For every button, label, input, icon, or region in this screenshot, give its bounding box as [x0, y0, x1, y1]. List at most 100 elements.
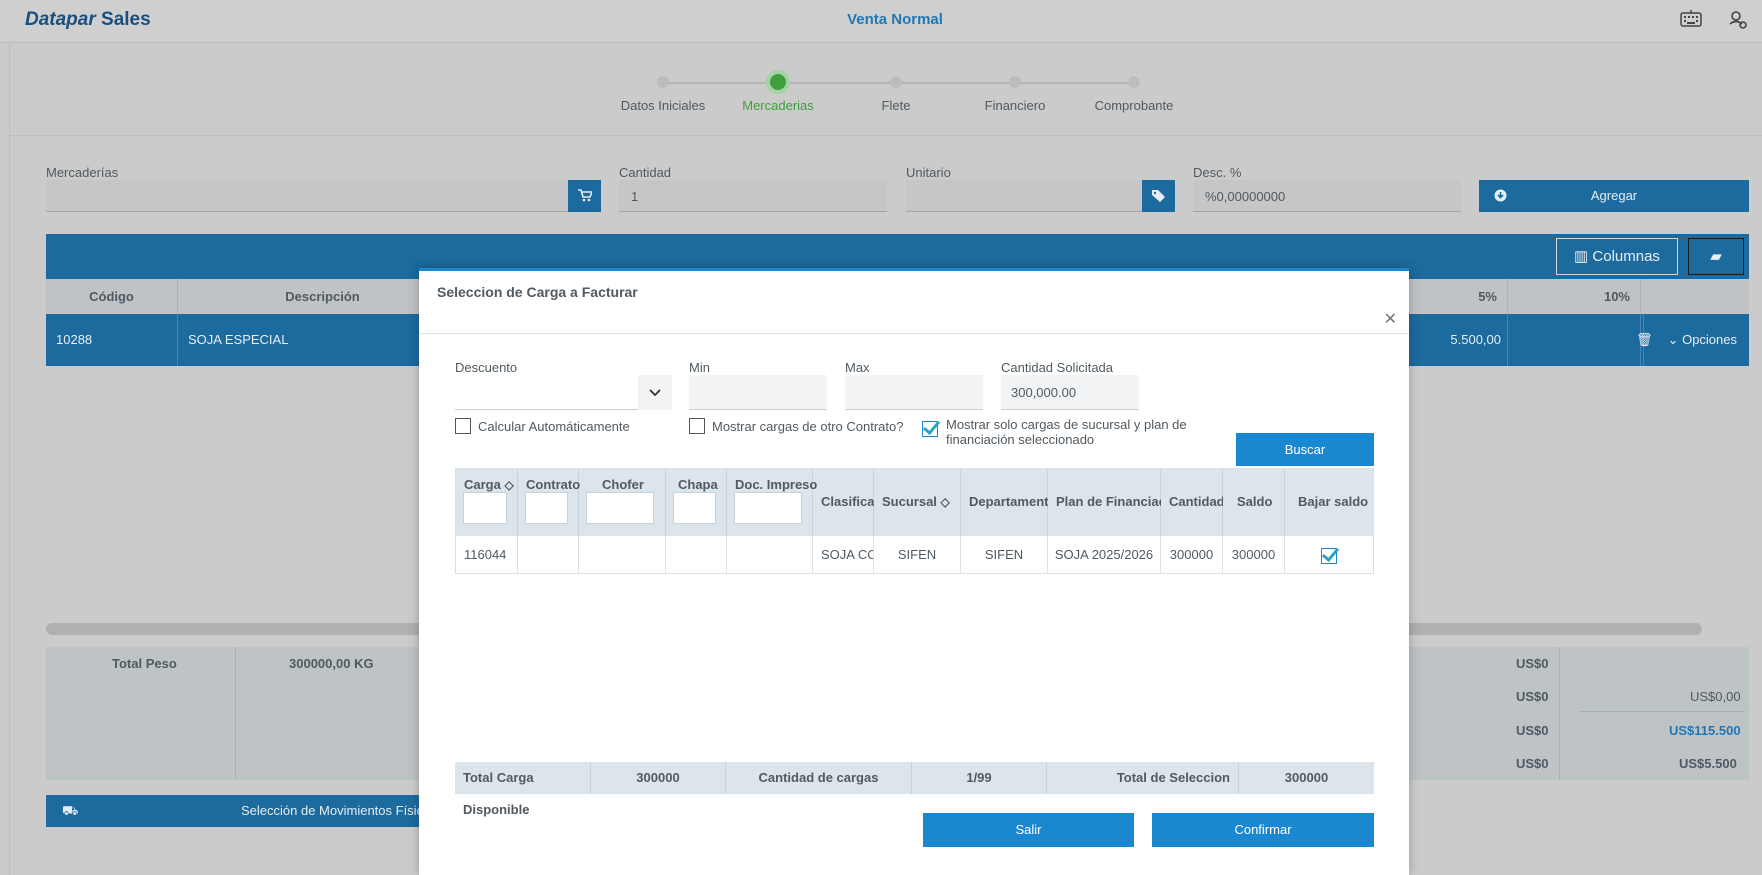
cell-doc-impreso: [727, 536, 813, 574]
step-mercaderias[interactable]: Mercaderias: [713, 74, 843, 113]
price-tag-button[interactable]: [1142, 180, 1175, 212]
cell-10pct: [1508, 314, 1641, 366]
chapa-filter-input[interactable]: [673, 492, 716, 524]
agregar-label: Agregar: [1590, 188, 1638, 203]
buscar-button[interactable]: Buscar: [1236, 433, 1374, 466]
movimientos-button[interactable]: ⛟ Selección de Movimientos Físicos: [46, 795, 446, 827]
desc-input[interactable]: %0,00000000: [1193, 180, 1461, 212]
descuento-label: Descuento: [455, 360, 518, 375]
step-datos-iniciales[interactable]: Datos Iniciales: [598, 74, 728, 113]
col-chofer[interactable]: Chofer: [579, 469, 666, 536]
cell-plan: SOJA 2025/2026: [1048, 536, 1161, 574]
bajar-saldo-checkbox[interactable]: [1321, 548, 1337, 564]
mercaderias-label: Mercaderías: [46, 165, 119, 180]
col-doc-impreso-label: Doc. Impreso: [735, 477, 818, 492]
salir-button[interactable]: Salir: [923, 813, 1134, 847]
unitario-input[interactable]: [906, 180, 1142, 212]
mostrar-solo-line-1: Mostrar solo cargas de sucursal y plan d…: [946, 417, 1187, 432]
app-logo[interactable]: Datapar Sales: [25, 9, 151, 31]
col-chofer-label: Chofer: [602, 477, 644, 492]
mostrar-otro-contrato-checkbox[interactable]: [689, 418, 705, 434]
clear-filter-button[interactable]: ▰: [1688, 238, 1744, 275]
step-dot: [1128, 76, 1140, 88]
col-carga[interactable]: Carga ◇: [456, 469, 518, 536]
col-5pct[interactable]: 5%: [1408, 279, 1508, 314]
total-a-3: US$0: [1516, 723, 1549, 738]
min-input[interactable]: [689, 375, 827, 410]
chofer-filter-input[interactable]: [586, 492, 654, 524]
cell-clasificacion: SOJA COMERCIAL: [813, 536, 874, 574]
chevron-down-icon[interactable]: [638, 375, 672, 410]
total-disponible-label: Total Carga Disponible: [455, 762, 591, 817]
calcular-auto-checkbox[interactable]: [455, 418, 471, 434]
left-divider: [9, 43, 10, 875]
doc-impreso-filter-input[interactable]: [734, 492, 802, 524]
tags-icon: [1151, 190, 1165, 202]
user-switch-icon[interactable]: [1728, 10, 1750, 30]
cargas-table: Carga ◇ Contrato Chofer Chapa Doc. Impre…: [455, 468, 1374, 574]
movimientos-label: Selección de Movimientos Físicos: [241, 803, 437, 818]
keyboard-icon[interactable]: [1680, 10, 1702, 30]
eraser-icon: ▰: [1710, 248, 1722, 265]
confirmar-button[interactable]: Confirmar: [1152, 813, 1374, 847]
cart-button[interactable]: [568, 180, 601, 212]
max-label: Max: [845, 360, 870, 375]
columnas-button[interactable]: ▥ Columnas: [1556, 238, 1678, 275]
step-dot: [657, 76, 669, 88]
selection-summary: Total Carga Disponible 300000 Cantidad d…: [455, 762, 1374, 817]
max-input[interactable]: [845, 375, 983, 410]
col-sucursal[interactable]: Sucursal ◇: [874, 469, 961, 536]
cell-carga: 116044: [456, 536, 518, 574]
descuento-select[interactable]: [455, 375, 672, 410]
col-departamento-label: Departamento: [969, 494, 1048, 509]
col-plan-financiacion[interactable]: Plan de Financiación: [1048, 469, 1161, 536]
col-saldo[interactable]: Saldo: [1223, 469, 1285, 536]
agregar-button[interactable]: Agregar: [1479, 180, 1749, 212]
carga-filter-input[interactable]: [463, 492, 507, 524]
col-bajar-saldo-label: Bajar saldo: [1298, 494, 1369, 509]
col-chapa[interactable]: Chapa: [666, 469, 727, 536]
cell-5pct: 5.500,00: [1408, 314, 1508, 366]
total-peso-label: Total Peso: [112, 656, 177, 671]
mostrar-solo-line-2: financiación seleccionado: [946, 432, 1095, 447]
col-departamento[interactable]: Departamento: [961, 469, 1048, 536]
cantidad-input[interactable]: 1: [619, 180, 887, 212]
close-icon[interactable]: ✕: [1383, 311, 1397, 328]
total-b-3: US$5.500: [1679, 756, 1737, 771]
mostrar-solo-sucursal-checkbox[interactable]: [922, 421, 938, 437]
brand-italic: Datapar: [25, 9, 96, 30]
col-bajar-saldo[interactable]: Bajar saldo: [1285, 469, 1373, 536]
col-10pct[interactable]: 10%: [1508, 279, 1641, 314]
step-flete[interactable]: Flete: [831, 74, 961, 113]
table-row[interactable]: 116044 SOJA COMERCIAL SIFEN SIFEN SOJA 2…: [456, 536, 1373, 574]
total-seleccion-value: 300000: [1284, 770, 1329, 785]
cell-cantidad: 300000: [1161, 536, 1223, 574]
opciones-button[interactable]: ⌄ Opciones: [1661, 314, 1749, 366]
mercaderias-input[interactable]: [46, 180, 568, 212]
col-cantidad[interactable]: Cantidad: [1161, 469, 1223, 536]
trash-icon[interactable]: 🗑: [1636, 332, 1653, 347]
sort-icon: ◇: [940, 495, 950, 509]
top-header: Datapar Sales Venta Normal: [0, 0, 1762, 43]
col-clasificacion[interactable]: Clasificación: [813, 469, 874, 536]
step-comprobante[interactable]: Comprobante: [1069, 74, 1199, 113]
total-seleccion-label: Total de Seleccion: [1047, 762, 1239, 794]
col-contrato[interactable]: Contrato: [518, 469, 580, 536]
totals-underline: [1579, 711, 1745, 712]
total-a-2: US$0: [1516, 689, 1549, 704]
cantidad-cargas-value: 1/99: [912, 762, 1047, 794]
modal-divider: [419, 333, 1409, 334]
col-codigo[interactable]: Código: [46, 279, 178, 314]
row-actions: 🗑: [1636, 314, 1749, 366]
cell-codigo: 10288: [46, 314, 178, 366]
total-disponible-value: 300000: [591, 762, 726, 794]
col-doc-impreso[interactable]: Doc. Impreso: [727, 469, 817, 536]
total-b-1: US$0,00: [1690, 689, 1741, 704]
totals-divider: [235, 647, 236, 780]
section-divider: [9, 135, 1762, 136]
step-financiero[interactable]: Financiero: [950, 74, 1080, 113]
page-title: Venta Normal: [847, 11, 943, 28]
contrato-filter-input[interactable]: [525, 492, 568, 524]
truck-icon: ⛟: [62, 803, 79, 818]
cantidad-solicitada-input[interactable]: 300,000.00: [1001, 375, 1139, 410]
